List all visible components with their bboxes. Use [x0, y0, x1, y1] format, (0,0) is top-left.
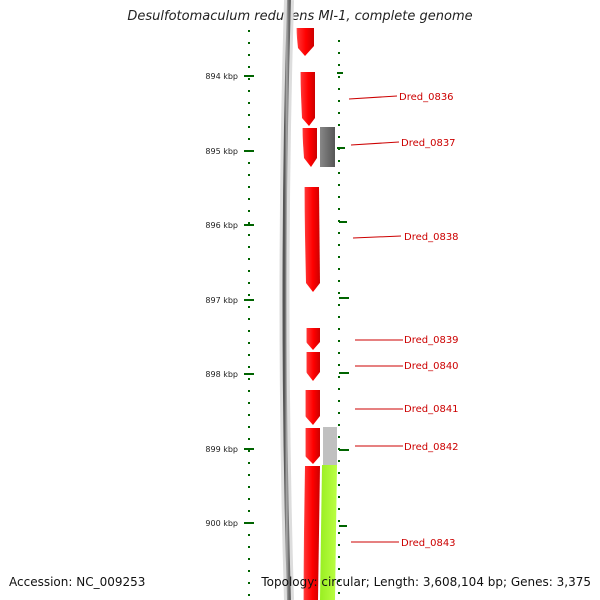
gene-label-dred-0839[interactable]: Dred_0839 [404, 335, 459, 346]
gene-label-dred-0837[interactable]: Dred_0837 [401, 138, 456, 149]
cds-arrow-dred-0842[interactable] [305, 428, 320, 464]
gray-feature-block[interactable] [320, 127, 335, 167]
cds-arrow-dred-0841[interactable] [305, 390, 320, 425]
genome-backbone [282, 0, 291, 600]
cds-arrow-top[interactable] [296, 28, 314, 56]
kbp-label-896: 896 kbp [205, 221, 238, 230]
scale-labels: 894 kbp 895 kbp 896 kbp 897 kbp 898 kbp … [205, 72, 238, 528]
gene-labels: Dred_0836 Dred_0837 Dred_0838 Dred_0839 … [399, 92, 459, 549]
reverse-feature-track [320, 127, 337, 600]
scale-tick-marks [244, 72, 349, 527]
kbp-label-895: 895 kbp [205, 147, 238, 156]
gene-label-dred-0842[interactable]: Dred_0842 [404, 442, 459, 453]
cds-arrow-dred-0836[interactable] [300, 72, 315, 126]
green-feature-block[interactable] [320, 465, 337, 600]
forward-cds-track [296, 28, 320, 600]
kbp-label-900: 900 kbp [205, 519, 238, 528]
map-title: Desulfotomaculum reducens MI-1, complete… [127, 9, 473, 24]
kbp-label-894: 894 kbp [205, 72, 238, 81]
kbp-label-898: 898 kbp [205, 370, 238, 379]
lightgray-feature-block[interactable] [323, 427, 337, 465]
cds-arrow-dred-0838[interactable] [304, 187, 320, 292]
cds-arrow-dred-0840[interactable] [306, 352, 320, 381]
cds-arrow-dred-0839[interactable] [306, 328, 320, 350]
gene-label-dred-0836[interactable]: Dred_0836 [399, 92, 454, 103]
gene-label-dred-0841[interactable]: Dred_0841 [404, 404, 459, 415]
accession-label: Accession: NC_009253 [9, 575, 146, 589]
gene-label-dred-0840[interactable]: Dred_0840 [404, 361, 459, 372]
label-callout-lines [348, 95, 403, 543]
cds-arrow-dred-0843[interactable] [303, 466, 320, 600]
kbp-label-897: 897 kbp [205, 296, 238, 305]
gene-label-dred-0838[interactable]: Dred_0838 [404, 232, 459, 243]
cds-arrow-dred-0837[interactable] [302, 128, 317, 167]
kbp-label-899: 899 kbp [205, 445, 238, 454]
gene-label-dred-0843[interactable]: Dred_0843 [401, 538, 456, 549]
genome-stats-label: Topology: circular; Length: 3,608,104 bp… [261, 575, 591, 589]
